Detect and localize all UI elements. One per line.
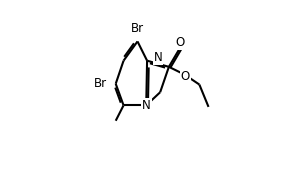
Text: O: O bbox=[181, 70, 190, 83]
Text: Br: Br bbox=[131, 22, 144, 35]
Text: N: N bbox=[154, 51, 162, 64]
Text: N: N bbox=[142, 99, 150, 112]
Text: O: O bbox=[176, 36, 185, 49]
Text: Br: Br bbox=[94, 77, 107, 90]
